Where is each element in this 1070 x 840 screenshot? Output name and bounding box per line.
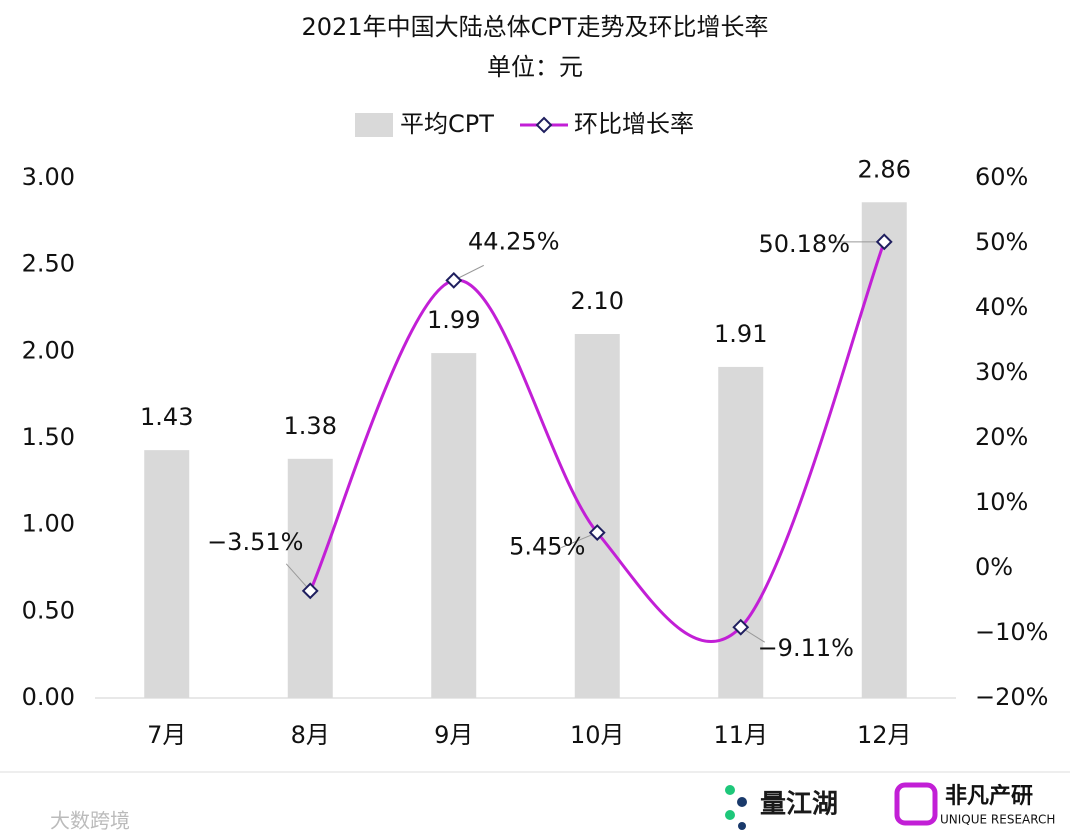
chart-subtitle: 单位：元 [487,53,583,81]
y-tick-label: 0.50 [22,596,75,624]
bar [144,450,190,698]
bar-value-label: 1.38 [284,412,337,440]
line-value-label: 50.18% [758,230,850,258]
y2-tick-label: 10% [975,488,1028,516]
y-tick-label: 1.50 [22,423,75,451]
y2-tick-label: −10% [975,618,1048,646]
line-marker [732,618,750,636]
y2-tick-label: 50% [975,228,1028,256]
x-tick-label: 7月 [147,721,186,749]
bar-value-label: 1.99 [427,306,480,334]
y2-tick-label: 20% [975,423,1028,451]
y2-tick-label: 60% [975,163,1028,191]
line-value-label: 44.25% [468,227,560,255]
bar [861,202,907,698]
x-tick-label: 12月 [857,721,912,749]
chart-title: 2021年中国大陆总体CPT走势及环比增长率 [302,13,769,41]
legend-label: 平均CPT [400,110,494,138]
y2-tick-label: 30% [975,358,1028,386]
x-tick-label: 9月 [434,721,473,749]
line-value-label: −3.51% [207,528,303,556]
logo1-text: 量江湖 [760,790,838,820]
line-marker [301,582,319,600]
y-tick-label: 2.00 [22,336,75,364]
y-tick-label: 0.00 [22,683,75,711]
bar [431,353,477,698]
y-tick-label: 1.00 [22,510,75,538]
legend-swatch [355,113,393,137]
bar [287,458,333,698]
logo1-icon [725,785,747,830]
line-value-label: 5.45% [509,533,585,561]
y2-tick-label: 40% [975,293,1028,321]
y2-tick-label: −20% [975,683,1048,711]
y-tick-label: 2.50 [22,250,75,278]
bar-value-label: 2.86 [858,155,911,183]
legend-label: 环比增长率 [574,110,694,138]
legend-marker [535,116,553,134]
bar-value-label: 2.10 [571,287,624,315]
x-tick-label: 8月 [291,721,330,749]
x-tick-label: 11月 [713,721,768,749]
leader-line [285,563,311,592]
logo2-subtext: UNIQUE RESEARCH [940,813,1055,827]
logo2-icon [894,782,938,826]
leader-line [561,532,598,549]
line-marker [588,524,606,541]
logo2-text: 非凡产研 [945,784,1033,809]
y2-tick-label: 0% [975,553,1013,581]
y-tick-label: 3.00 [22,163,75,191]
line-marker [875,233,893,251]
x-tick-label: 10月 [570,721,625,749]
bar-value-label: 1.91 [714,320,767,348]
bar [574,334,620,698]
watermark: 大数跨境 [50,809,130,833]
bar-value-label: 1.43 [140,403,193,431]
line-value-label: −9.11% [758,634,854,662]
bar [718,366,764,698]
line-marker [445,271,463,289]
